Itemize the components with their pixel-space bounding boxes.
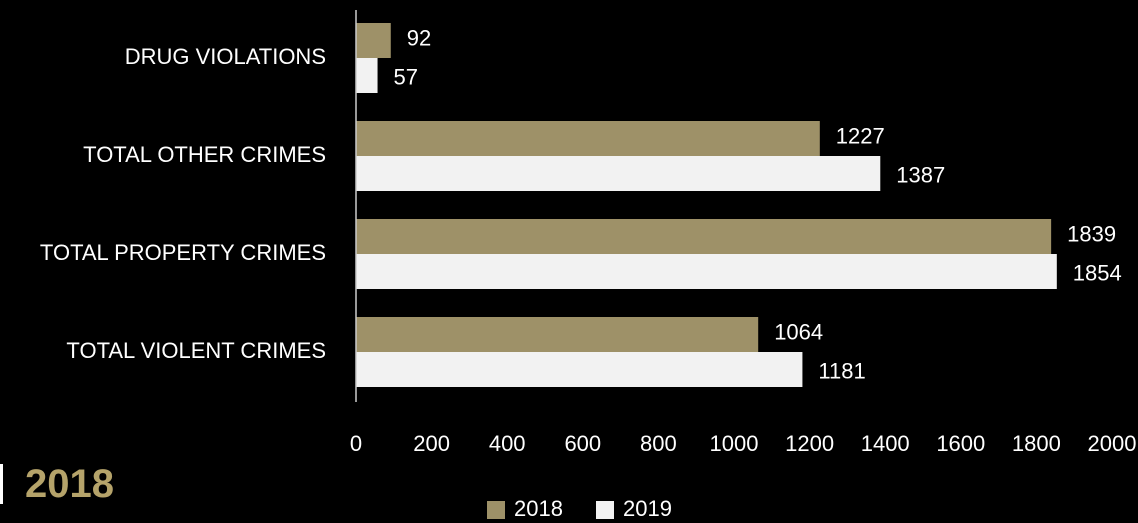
bar-total-other-crimes-2019 [356, 156, 881, 191]
value-labels-group: 92 57 1227 1387 1839 1854 1064 1181 [394, 25, 1122, 383]
legend-swatch-2019 [596, 501, 614, 519]
category-label-total-other-crimes: TOTAL OTHER CRIMES [83, 142, 326, 167]
x-tick-label-400: 400 [489, 431, 526, 456]
value-label-total-other-crimes-2019: 1387 [896, 162, 945, 187]
bar-drug-violations-2019 [356, 58, 378, 93]
x-tick-label-1600: 1600 [936, 431, 985, 456]
value-label-total-property-crimes-2018: 1839 [1067, 221, 1116, 246]
category-label-total-violent-crimes: TOTAL VIOLENT CRIMES [66, 338, 326, 363]
x-axis-ticks-group: 0 200 400 600 800 1000 1200 1400 1600 1800 2000 [350, 431, 1137, 456]
x-tick-label-1800: 1800 [1012, 431, 1061, 456]
category-label-drug-violations: DRUG VIOLATIONS [125, 44, 326, 69]
x-tick-label-200: 200 [413, 431, 450, 456]
legend: 2018 2019 [487, 496, 672, 521]
x-tick-label-2000: 2000 [1088, 431, 1137, 456]
bar-total-property-crimes-2019 [356, 254, 1057, 289]
value-label-drug-violations-2019: 57 [394, 64, 418, 89]
x-tick-label-1200: 1200 [785, 431, 834, 456]
x-tick-label-1000: 1000 [710, 431, 759, 456]
bar-total-property-crimes-2018 [356, 219, 1052, 254]
bar-total-violent-crimes-2019 [356, 352, 803, 387]
year-heading-block: 2018 [0, 462, 114, 506]
x-tick-label-800: 800 [640, 431, 677, 456]
legend-swatch-2018 [487, 501, 505, 519]
bar-drug-violations-2018 [356, 23, 391, 58]
bar-total-violent-crimes-2018 [356, 317, 759, 352]
value-label-total-violent-crimes-2018: 1064 [774, 319, 823, 344]
x-tick-label-600: 600 [564, 431, 601, 456]
legend-label-2019: 2019 [623, 496, 672, 521]
year-heading: 2018 [25, 462, 114, 506]
value-label-drug-violations-2018: 92 [407, 25, 431, 50]
x-tick-label-0: 0 [350, 431, 362, 456]
legend-label-2018: 2018 [514, 496, 563, 521]
value-label-total-violent-crimes-2019: 1181 [818, 358, 865, 383]
value-label-total-property-crimes-2019: 1854 [1073, 260, 1122, 285]
year-heading-divider [0, 464, 3, 504]
bar-total-other-crimes-2018 [356, 121, 820, 156]
value-label-total-other-crimes-2018: 1227 [836, 123, 885, 148]
bars-group [356, 23, 1057, 387]
category-label-total-property-crimes: TOTAL PROPERTY CRIMES [40, 240, 326, 265]
category-labels-group: DRUG VIOLATIONS TOTAL OTHER CRIMES TOTAL P… [40, 44, 326, 363]
x-tick-label-1400: 1400 [861, 431, 910, 456]
